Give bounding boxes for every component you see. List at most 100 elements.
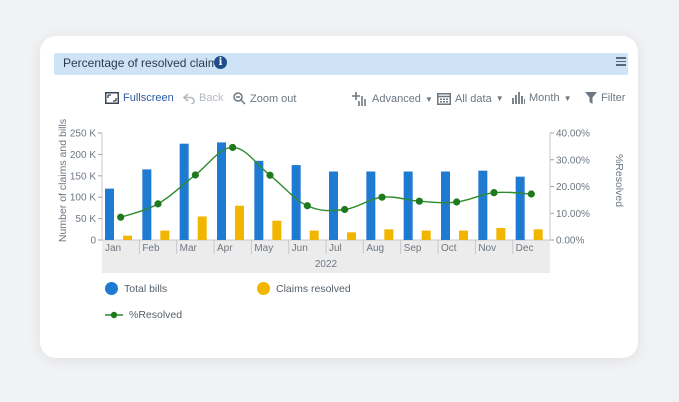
chevron-down-icon: ▼ (424, 94, 433, 104)
bar-total-bills (291, 165, 301, 240)
y-axis-title: Number of claims and bills (57, 119, 69, 242)
x-tick-label: Dec (516, 243, 534, 254)
legend-swatch-resolved-percent (105, 311, 123, 319)
x-tick-label: Jan (105, 243, 121, 254)
point-resolved-percent (154, 200, 162, 208)
zoom-out-label: Zoom out (250, 92, 297, 105)
calendar-icon (437, 93, 451, 105)
x-tick-label: Jul (329, 243, 342, 254)
point-resolved-percent (303, 202, 311, 210)
chart-card (40, 36, 638, 358)
panel-title: Percentage of resolved claims (63, 56, 224, 70)
zoom-out-button[interactable]: Zoom out (233, 92, 296, 105)
back-button[interactable]: Back (183, 92, 223, 104)
bar-total-bills (441, 171, 450, 240)
fullscreen-button[interactable]: Fullscreen (105, 92, 174, 104)
bar-total-bills (142, 169, 152, 240)
legend-resolved-percent[interactable]: %Resolved (105, 309, 182, 321)
panel-header: Percentage of resolved claims i (54, 53, 628, 75)
month-dropdown[interactable]: Month ▼ (512, 92, 572, 104)
point-resolved-percent (490, 189, 498, 197)
y-tick-label: 50 K (75, 214, 96, 225)
y-tick-label: 200 K (70, 150, 96, 161)
x-tick-label: Aug (366, 243, 384, 254)
bar-claims-resolved (197, 216, 207, 240)
x-axis-title: 2022 (315, 259, 338, 270)
bar-claims-resolved (459, 230, 468, 240)
bar-total-bills (366, 171, 376, 240)
all-data-dropdown[interactable]: All data ▼ (437, 92, 504, 105)
zoom-out-icon (233, 92, 246, 105)
legend-label-claims-resolved: Claims resolved (276, 282, 351, 295)
bar-claims-resolved (235, 205, 244, 240)
advanced-icon (352, 92, 366, 106)
bar-total-bills (515, 176, 525, 240)
back-arrow-icon (183, 92, 195, 104)
filter-label: Filter (601, 92, 626, 104)
legend-claims-resolved[interactable]: Claims resolved (257, 282, 351, 295)
bar-total-bills (403, 171, 413, 240)
hamburger-menu-icon[interactable] (616, 57, 626, 67)
x-tick-label: Apr (217, 243, 233, 254)
legend-swatch-total-bills (105, 282, 118, 295)
point-resolved-percent (415, 197, 423, 205)
y-tick-label: 150 K (70, 171, 96, 182)
y2-tick-label: 40.00% (556, 129, 590, 140)
y2-tick-label: 30.00% (556, 155, 590, 166)
bar-claims-resolved (272, 220, 282, 240)
bar-claims-resolved (533, 229, 543, 240)
bar-total-bills (217, 142, 226, 240)
legend-label-resolved-percent: %Resolved (129, 309, 183, 321)
advanced-dropdown[interactable]: Advanced ▼ (352, 92, 433, 106)
y-tick-label: 250 K (70, 129, 96, 140)
y-tick-label: 0 (90, 236, 96, 247)
back-label: Back (199, 92, 224, 104)
bar-total-bills (254, 160, 264, 240)
legend-total-bills[interactable]: Total bills (105, 282, 167, 295)
point-resolved-percent (266, 171, 274, 179)
x-tick-label: Mar (180, 243, 198, 254)
fullscreen-icon (105, 92, 119, 104)
bar-claims-resolved (309, 230, 319, 240)
y2-tick-label: 0.00% (556, 236, 584, 247)
bar-total-bills (329, 171, 338, 240)
y2-tick-label: 10.00% (556, 209, 590, 220)
bar-chart-icon (512, 92, 525, 104)
bar-claims-resolved (384, 229, 394, 240)
month-label: Month (529, 92, 560, 104)
bar-claims-resolved (123, 235, 132, 240)
x-tick-label: Feb (142, 243, 160, 254)
point-resolved-percent (453, 198, 461, 206)
chevron-down-icon: ▼ (563, 93, 572, 103)
x-tick-label: Sep (404, 243, 422, 254)
point-resolved-percent (229, 143, 237, 152)
x-tick-label: May (254, 243, 273, 254)
bar-total-bills (179, 143, 189, 240)
x-tick-label: Nov (478, 243, 496, 254)
filter-button[interactable]: Filter (585, 92, 625, 104)
bar-claims-resolved (160, 230, 170, 240)
point-resolved-percent (117, 213, 125, 221)
bar-claims-resolved (496, 228, 506, 240)
legend-label-total-bills: Total bills (124, 282, 168, 295)
y2-tick-label: 20.00% (556, 182, 590, 193)
chevron-down-icon: ▼ (495, 94, 504, 103)
point-resolved-percent (341, 205, 349, 214)
chart-toolbar: Fullscreen Back Zoom out Advanced ▼ All … (0, 92, 679, 108)
info-icon[interactable]: i (214, 56, 227, 69)
bar-total-bills (105, 188, 114, 240)
y-tick-label: 100 K (70, 193, 96, 204)
x-tick-label: Jun (292, 243, 308, 254)
point-resolved-percent (191, 171, 199, 179)
all-data-label: All data (455, 92, 492, 105)
point-resolved-percent (378, 193, 386, 201)
fullscreen-label: Fullscreen (123, 92, 174, 104)
legend-swatch-claims-resolved (257, 282, 270, 295)
x-tick-label: Oct (441, 243, 457, 254)
point-resolved-percent (527, 190, 535, 198)
bar-claims-resolved (347, 232, 356, 240)
bar-claims-resolved (421, 230, 431, 240)
y2-axis-title: %Resolved (613, 154, 625, 207)
filter-icon (585, 92, 597, 104)
